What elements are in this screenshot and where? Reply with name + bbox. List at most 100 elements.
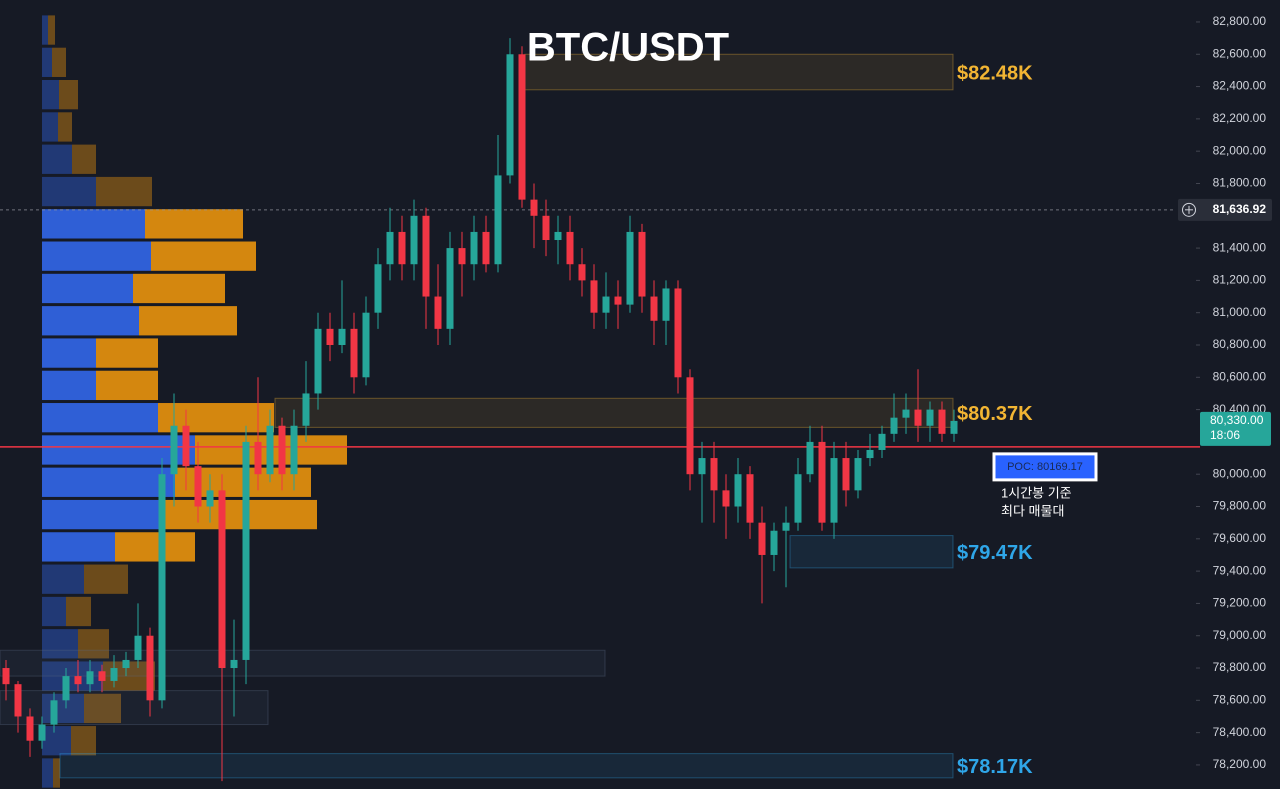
candle-body [62,676,70,701]
candle-body [326,328,334,345]
profile-buy [42,403,158,433]
profile-buy [42,241,151,271]
candle-body [734,474,742,507]
y-tick-label: 82,200.00 [1213,111,1267,125]
candle-body [662,288,670,321]
candle-body [266,425,274,475]
candle-body [806,441,814,475]
candle-body [398,231,406,265]
profile-buy [42,370,96,401]
candle-body [314,328,322,394]
profile-sell [59,79,78,110]
candle-body [650,296,658,321]
profile-buy [42,435,195,465]
y-tick-label: 79,800.00 [1213,499,1267,513]
candle-body [110,668,118,681]
profile-buy [42,532,115,562]
profile-sell [53,758,60,788]
candle-body [134,635,142,660]
add-alert-icon[interactable] [1182,202,1196,217]
candle-body [194,466,202,507]
candle-body [770,530,778,555]
candle-body [554,231,562,241]
candle-body [818,441,826,523]
candle-body [470,231,478,265]
candle-body [362,312,370,378]
candle-body [14,684,22,717]
candle-body [830,458,838,523]
candle-body [578,264,586,281]
countdown: 18:06 [1210,428,1240,442]
candle-body [842,458,850,491]
profile-sell [66,596,91,627]
profile-sell [139,306,237,336]
y-tick-label: 78,800.00 [1213,660,1267,674]
candle-body [2,668,10,685]
profile-buy [42,306,139,336]
y-tick-label: 82,000.00 [1213,143,1267,157]
profile-buy [42,273,133,304]
candle-body [794,474,802,523]
candle-body [122,659,130,669]
candle-body [494,175,502,265]
poc-note: 1시간봉 기준 [1001,485,1072,500]
profile-sell [48,15,55,45]
candle-body [746,474,754,523]
candle-body [26,716,34,741]
profile-sell [133,273,225,304]
candle-body [170,425,178,475]
y-tick-label: 79,600.00 [1213,531,1267,545]
candle-body [542,215,550,241]
candle-body [698,458,706,475]
y-tick-label: 81,000.00 [1213,305,1267,319]
profile-buy [42,209,145,239]
candle-body [950,420,958,434]
candle-body [854,458,862,491]
candle-body [74,676,82,685]
poc-label-bg [992,452,1098,482]
profile-buy [42,112,58,142]
zone [59,753,954,779]
candle-body [422,215,430,297]
profile-sell [58,112,72,142]
y-tick-label: 79,200.00 [1213,596,1267,610]
candle-body [38,724,46,741]
profile-sell [96,370,158,401]
candle-body [866,449,874,459]
profile-buy [42,467,175,497]
chart-title: BTC/USDT [527,26,729,70]
candle-body [434,296,442,329]
profile-buy [42,726,71,756]
candle-body [338,328,346,345]
profile-sell [78,629,109,659]
candle-body [218,490,226,669]
y-tick-label: 80,600.00 [1213,369,1267,383]
y-tick-label: 81,400.00 [1213,240,1267,254]
candle-body [86,671,94,685]
profile-buy [42,144,72,174]
profile-sell [52,47,66,77]
poc-label: POC: 80169.17 [1007,461,1083,473]
profile-buy [42,338,96,368]
last-price: 80,330.00 [1210,413,1264,427]
candle-body [710,458,718,491]
zone-label: $78.17K [957,756,1033,778]
poc-note: 최다 매물대 [1001,503,1064,518]
candle-body [482,231,490,265]
profile-sell [84,564,128,594]
candle-body [350,328,358,378]
y-tick-label: 81,800.00 [1213,176,1267,190]
candle-body [638,231,646,297]
candle-body [782,522,790,531]
profile-sell [72,144,96,174]
last-price-bg [1200,411,1271,446]
crosshair-label-bg [1178,198,1272,221]
candle-body [530,199,538,216]
candle-body [242,441,250,660]
candle-body [614,296,622,305]
candle-body [230,659,238,669]
candle-body [938,409,946,434]
candle-body [98,671,106,681]
y-tick-label: 80,800.00 [1213,337,1267,351]
